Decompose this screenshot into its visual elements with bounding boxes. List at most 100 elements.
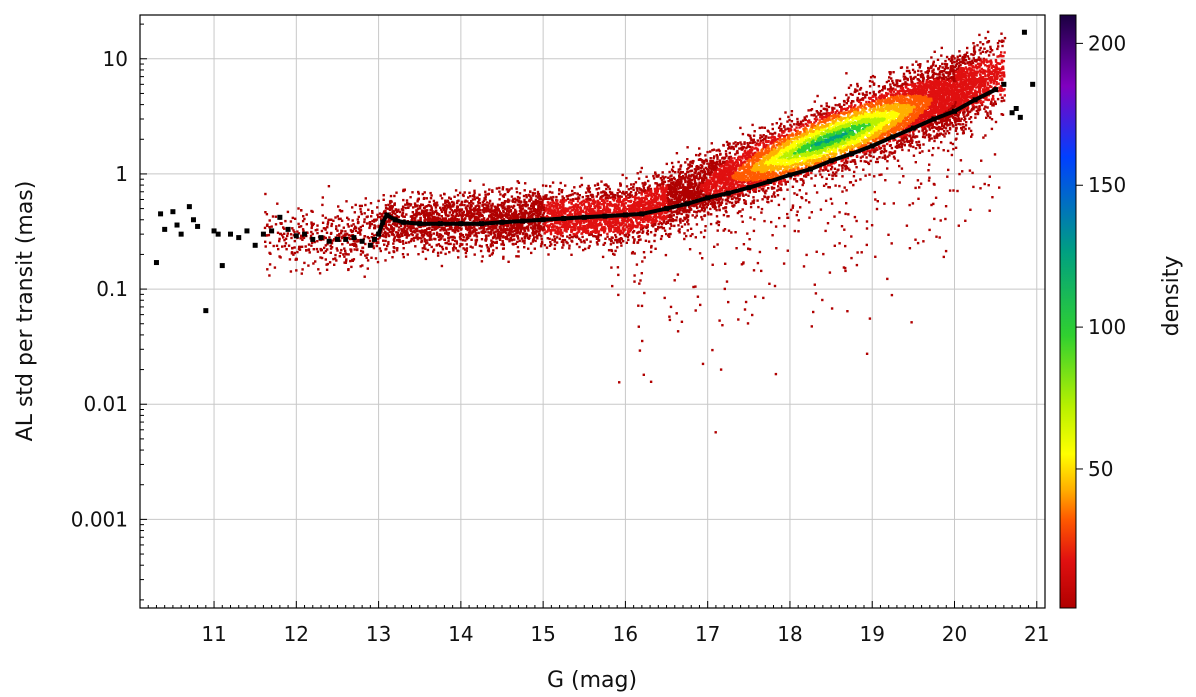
density-bin: [536, 196, 540, 199]
density-bin: [425, 205, 429, 208]
density-bin: [701, 171, 704, 174]
density-bin: [853, 215, 857, 219]
density-bin: [822, 128, 825, 132]
density-bin: [568, 201, 571, 204]
density-bin: [713, 198, 717, 201]
density-bin: [448, 211, 451, 214]
density-bin: [388, 251, 391, 254]
density-bin: [751, 146, 754, 149]
density-bin: [429, 235, 433, 238]
density-bin: [601, 191, 604, 194]
density-bin: [679, 178, 683, 181]
density-bin: [583, 207, 586, 210]
density-bin: [495, 246, 498, 250]
density-bin: [481, 214, 484, 218]
density-bin: [810, 165, 813, 168]
density-bin: [558, 226, 562, 229]
density-bin: [402, 198, 405, 202]
density-bin: [881, 156, 884, 159]
density-bin: [972, 57, 975, 60]
density-bin: [494, 225, 497, 228]
density-bin: [321, 214, 324, 217]
density-bin: [751, 123, 754, 127]
density-bin: [612, 252, 615, 256]
density-bin: [841, 169, 844, 172]
density-bin: [790, 110, 794, 113]
density-bin: [888, 140, 891, 143]
density-bin: [669, 191, 673, 194]
density-bin: [802, 124, 805, 127]
density-bin: [964, 66, 968, 69]
density-bin: [602, 228, 605, 232]
density-bin: [344, 249, 347, 253]
density-bin: [474, 243, 477, 246]
density-bin: [353, 242, 357, 245]
density-bin: [560, 190, 563, 194]
density-bin: [786, 212, 789, 216]
density-bin: [453, 236, 456, 239]
density-bin: [774, 225, 778, 228]
density-bin: [1000, 99, 1003, 103]
density-bin: [851, 117, 854, 121]
density-bin: [596, 217, 599, 221]
density-bin: [704, 154, 707, 157]
density-bin: [799, 125, 803, 128]
density-bin: [450, 235, 453, 239]
density-bin: [558, 237, 561, 240]
density-bin: [395, 249, 399, 252]
density-bin: [868, 85, 872, 88]
density-bin: [300, 245, 304, 248]
density-bin: [753, 188, 756, 191]
density-bin: [998, 186, 1001, 189]
density-bin: [579, 212, 582, 216]
density-bin: [467, 236, 470, 239]
density-bin: [758, 250, 762, 254]
density-bin: [412, 239, 416, 242]
density-bin: [922, 133, 925, 136]
density-bin: [702, 235, 706, 239]
density-bin: [389, 202, 392, 205]
density-bin: [516, 216, 520, 219]
density-bin: [715, 154, 718, 157]
density-bin: [440, 245, 444, 249]
density-bin: [792, 148, 795, 151]
density-bin: [470, 232, 473, 235]
density-bin: [912, 131, 915, 134]
density-bin: [585, 238, 588, 241]
density-bin: [991, 94, 995, 98]
density-bin: [917, 107, 921, 110]
density-bin: [723, 182, 726, 185]
density-bin: [841, 175, 844, 178]
density-bin: [966, 113, 970, 116]
density-bin: [468, 191, 471, 194]
density-bin: [675, 312, 678, 315]
density-bin: [484, 195, 487, 199]
density-bin: [699, 231, 703, 234]
density-bin: [654, 215, 657, 218]
density-bin: [665, 184, 668, 187]
density-bin: [360, 204, 363, 208]
density-bin: [809, 121, 812, 124]
density-bin: [377, 238, 380, 241]
density-bin: [616, 231, 620, 234]
density-bin: [482, 199, 486, 203]
density-bin: [801, 161, 805, 164]
density-bin: [759, 137, 762, 140]
density-bin: [354, 243, 358, 246]
density-bin: [891, 79, 894, 83]
density-bin: [846, 120, 850, 124]
density-bin: [614, 218, 617, 221]
density-bin: [780, 141, 783, 144]
density-bin: [864, 96, 867, 99]
density-bin: [446, 201, 449, 204]
density-bin: [999, 93, 1002, 96]
density-bin: [428, 235, 431, 238]
density-bin: [332, 257, 335, 261]
density-bin: [947, 131, 951, 135]
density-bin: [608, 230, 611, 233]
density-bin: [582, 219, 585, 222]
density-bin: [745, 146, 748, 150]
density-bin: [471, 246, 474, 249]
density-bin: [986, 30, 990, 34]
density-bin: [548, 224, 552, 227]
